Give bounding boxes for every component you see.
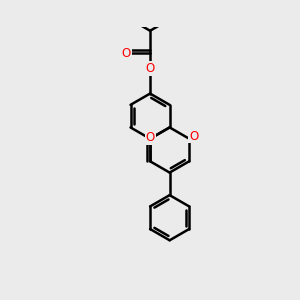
Text: O: O [146, 131, 155, 144]
Text: O: O [122, 47, 131, 60]
Text: O: O [146, 62, 155, 75]
Text: O: O [189, 130, 199, 142]
